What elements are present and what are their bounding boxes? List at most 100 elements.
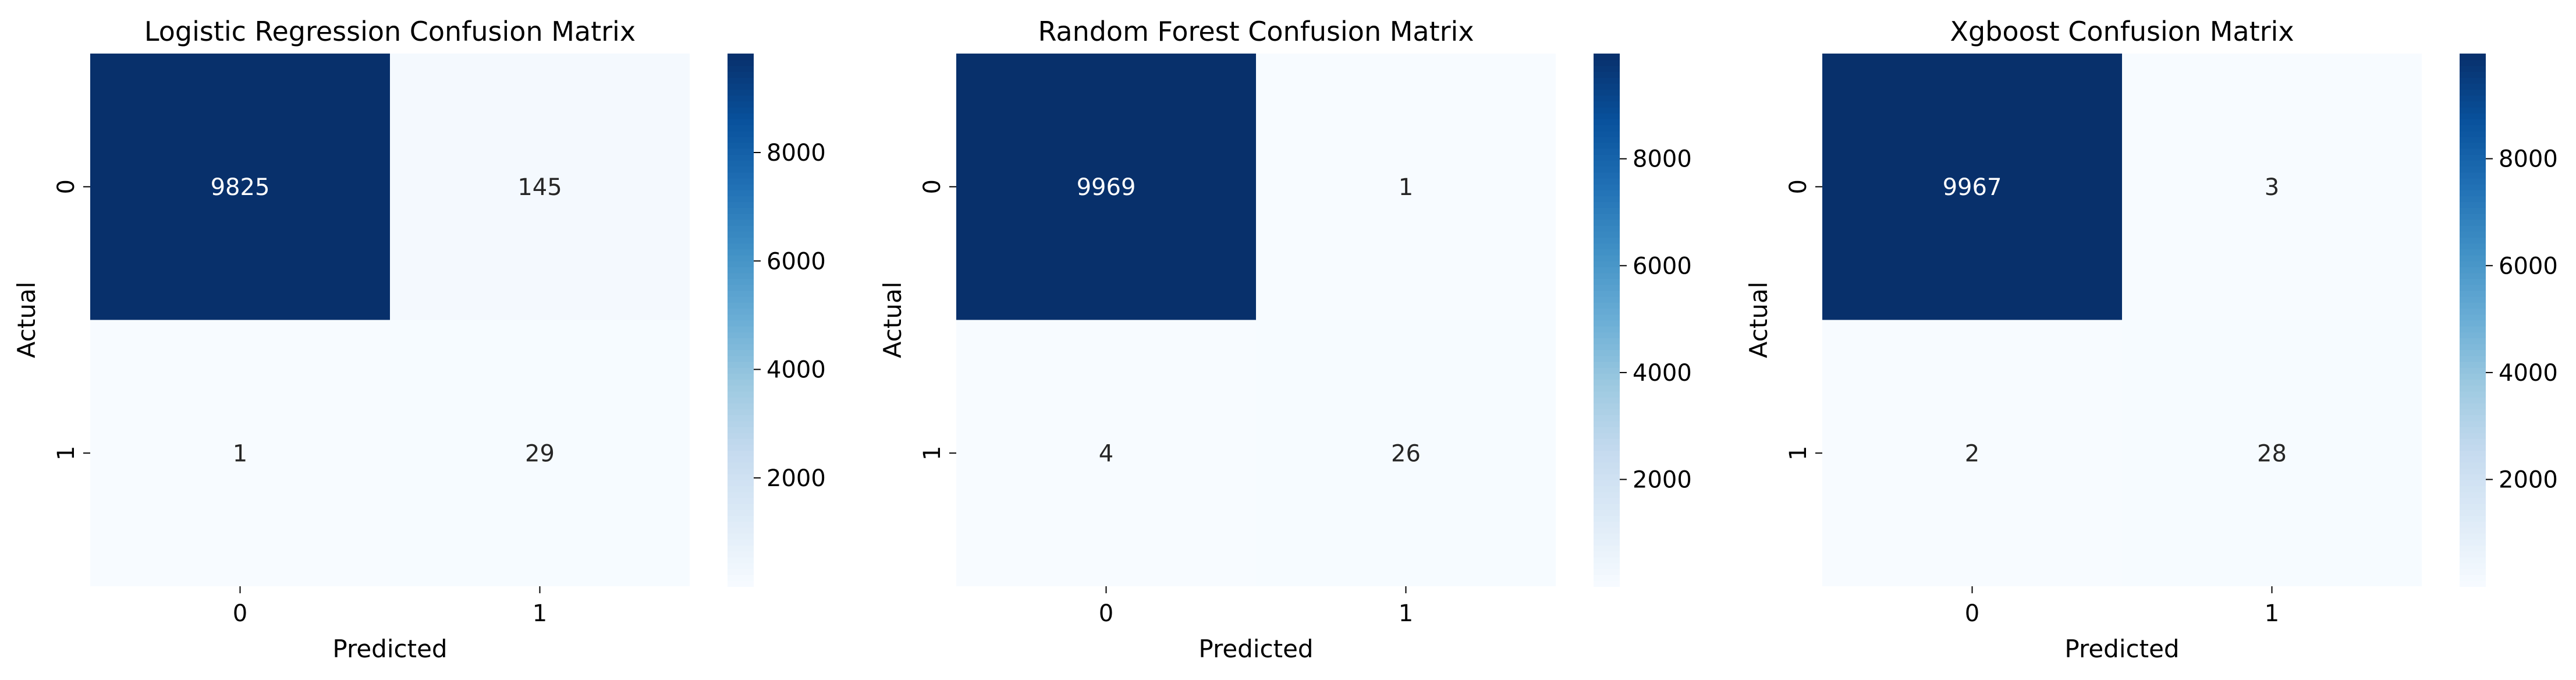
colorbar-segment bbox=[1594, 136, 1620, 143]
colorbar-segment bbox=[1594, 254, 1620, 261]
y-tick-label: 1 bbox=[1785, 446, 1812, 461]
colorbar-segment bbox=[728, 409, 754, 416]
colorbar-segment bbox=[1594, 557, 1620, 564]
colorbar-segment bbox=[1594, 290, 1620, 297]
colorbar-segment bbox=[2460, 130, 2486, 137]
colorbar-segment bbox=[2460, 112, 2486, 119]
colorbar-segment bbox=[2460, 254, 2486, 261]
colorbar-segment bbox=[2460, 349, 2486, 356]
cell-value: 9825 bbox=[211, 174, 270, 201]
colorbar-segment bbox=[1594, 426, 1620, 433]
colorbar-segment bbox=[1594, 237, 1620, 244]
colorbar-segment bbox=[1594, 373, 1620, 380]
x-axis-label: Predicted bbox=[2064, 635, 2179, 663]
colorbar-segment bbox=[2460, 491, 2486, 498]
colorbar-segment bbox=[1594, 468, 1620, 474]
colorbar: 2000 4000 6000 8000 bbox=[2460, 54, 2558, 587]
colorbar-segment bbox=[728, 254, 754, 261]
colorbar-segment bbox=[1594, 486, 1620, 493]
colorbar-segment bbox=[2460, 420, 2486, 427]
colorbar-segment bbox=[728, 391, 754, 398]
y-axis-label: Actual bbox=[878, 282, 907, 359]
cell-value: 3 bbox=[2265, 174, 2279, 201]
heatmap-cell bbox=[390, 54, 690, 320]
colorbar-segment bbox=[2460, 385, 2486, 392]
colorbar-segment bbox=[1594, 402, 1620, 409]
colorbar-segment bbox=[1594, 302, 1620, 309]
colorbar-segment bbox=[728, 172, 754, 179]
colorbar-segment bbox=[2460, 125, 2486, 132]
colorbar-segment bbox=[1594, 438, 1620, 445]
colorbar-segment bbox=[728, 509, 754, 516]
colorbar-tick-label: 8000 bbox=[2499, 146, 2558, 173]
colorbar-segment bbox=[1594, 450, 1620, 457]
colorbar-segment bbox=[728, 551, 754, 558]
colorbar-tick-label: 4000 bbox=[767, 357, 826, 384]
colorbar-segment bbox=[1594, 77, 1620, 84]
colorbar-segment bbox=[1594, 278, 1620, 285]
colorbar-segment bbox=[2460, 396, 2486, 403]
colorbar-segment bbox=[2460, 503, 2486, 510]
chart-title: Logistic Regression Confusion Matrix bbox=[144, 16, 636, 47]
cell-value: 9969 bbox=[1077, 174, 1136, 201]
colorbar-segment bbox=[728, 237, 754, 244]
colorbar-segment bbox=[1594, 296, 1620, 303]
colorbar-segment bbox=[728, 130, 754, 137]
colorbar-segment bbox=[1594, 154, 1620, 161]
colorbar-segment bbox=[728, 343, 754, 350]
colorbar-segment bbox=[2460, 580, 2486, 587]
colorbar-segment bbox=[728, 420, 754, 427]
colorbar-segment bbox=[728, 59, 754, 66]
colorbar-segment bbox=[1594, 308, 1620, 315]
colorbar-segment bbox=[728, 338, 754, 345]
colorbar-tick-label: 8000 bbox=[767, 140, 826, 167]
colorbar-segment bbox=[1594, 331, 1620, 338]
colorbar-segment bbox=[2460, 355, 2486, 362]
colorbar-segment bbox=[1594, 125, 1620, 132]
colorbar-tick-label: 8000 bbox=[1633, 146, 1692, 173]
colorbar-segment bbox=[1594, 207, 1620, 214]
colorbar-segment bbox=[2460, 302, 2486, 309]
colorbar-segment bbox=[2460, 509, 2486, 516]
colorbar-segment bbox=[728, 201, 754, 208]
colorbar-segment bbox=[728, 331, 754, 338]
colorbar-segment bbox=[1594, 568, 1620, 575]
colorbar-segment bbox=[2460, 183, 2486, 190]
colorbar-segment bbox=[2460, 562, 2486, 569]
colorbar-segment bbox=[1594, 480, 1620, 487]
heatmap-panel-1: Logistic Regression Confusion Matrix 9825… bbox=[12, 16, 826, 663]
colorbar-segment bbox=[2460, 249, 2486, 256]
colorbar-segment bbox=[1594, 325, 1620, 332]
colorbar-segment bbox=[2460, 557, 2486, 564]
colorbar-segment bbox=[728, 349, 754, 356]
y-tick-label: 0 bbox=[1785, 179, 1812, 194]
colorbar-segment bbox=[728, 225, 754, 232]
colorbar-segment bbox=[728, 189, 754, 196]
colorbar-segment bbox=[1594, 497, 1620, 504]
colorbar-segment bbox=[2460, 284, 2486, 291]
colorbar-segment bbox=[728, 125, 754, 132]
colorbar-segment bbox=[728, 379, 754, 386]
colorbar-segment bbox=[1594, 503, 1620, 510]
colorbar-segment bbox=[728, 136, 754, 143]
colorbar-segment bbox=[728, 278, 754, 285]
colorbar-segment bbox=[1594, 219, 1620, 226]
colorbar-segment bbox=[728, 308, 754, 315]
colorbar-segment bbox=[728, 503, 754, 510]
colorbar-segment bbox=[1594, 112, 1620, 119]
heatmap-cell bbox=[956, 320, 1256, 586]
colorbar-tick-label: 6000 bbox=[767, 248, 826, 275]
heatmap-cell bbox=[956, 54, 1256, 320]
colorbar-segment bbox=[2460, 260, 2486, 267]
colorbar-segment bbox=[1594, 95, 1620, 102]
colorbar-segment bbox=[2460, 189, 2486, 196]
colorbar-segment bbox=[728, 462, 754, 469]
colorbar-segment bbox=[1594, 355, 1620, 362]
y-tick-label: 0 bbox=[919, 179, 946, 194]
colorbar-segment bbox=[728, 183, 754, 190]
colorbar-segment bbox=[1594, 272, 1620, 279]
colorbar-segment bbox=[2460, 515, 2486, 522]
colorbar-segment bbox=[1594, 243, 1620, 250]
colorbar-segment bbox=[2460, 89, 2486, 96]
colorbar: 2000 4000 6000 8000 bbox=[1594, 54, 1692, 587]
